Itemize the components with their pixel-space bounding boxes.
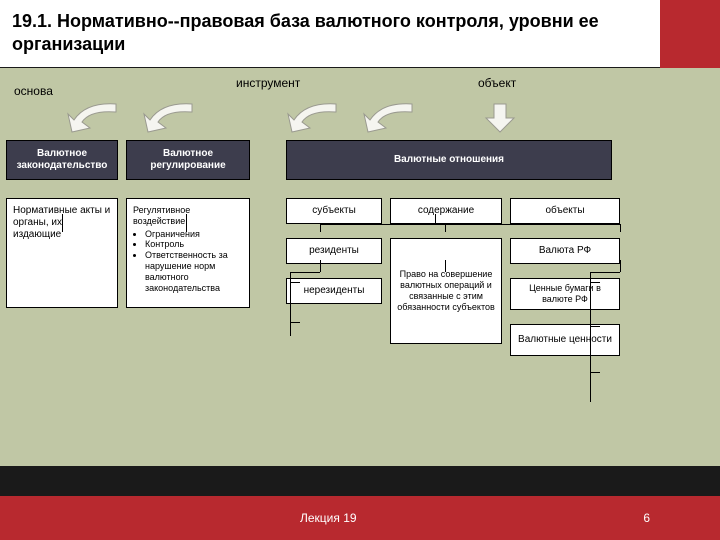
list-item: Контроль (145, 239, 243, 250)
connector (290, 322, 300, 323)
connector (590, 272, 591, 402)
row-details: Нормативные акты и органы, их издающие Р… (6, 198, 714, 356)
arrow-down-icon (482, 102, 518, 134)
accent-block (660, 0, 720, 68)
spacer (258, 140, 278, 180)
arrows-row (6, 102, 714, 140)
impact-list: Ограничения Контроль Ответственность за … (145, 229, 243, 294)
col-subjects: субъекты резиденты нерезиденты (286, 198, 382, 304)
label-osnova: основа (14, 84, 53, 98)
box-objects: объекты (510, 198, 620, 224)
connector (590, 282, 600, 283)
connector (445, 224, 446, 232)
footer-lecture: Лекция 19 (300, 511, 357, 525)
impact-header: Регулятивное воздействие: (133, 205, 243, 227)
box-currency: Валюта РФ (510, 238, 620, 264)
title-bar: 19.1. Нормативно--правовая база валютног… (0, 0, 720, 68)
box-residents: резиденты (286, 238, 382, 264)
list-item: Ответственность за нарушение норм валютн… (145, 250, 243, 293)
connector (320, 224, 321, 232)
connector (320, 260, 321, 272)
col-objects: объекты Валюта РФ Ценные бумаги в валюте… (510, 198, 620, 356)
arrow-curve-icon (286, 102, 346, 134)
connector (435, 214, 436, 224)
diagram-area: основа инструмент объект Валютное законо… (0, 68, 720, 466)
connector (290, 282, 300, 283)
label-instrument: инструмент (236, 76, 300, 90)
box-rights: Право на совершение валютных операций и … (390, 238, 502, 344)
connector (620, 224, 621, 232)
slide: 19.1. Нормативно--правовая база валютног… (0, 0, 720, 540)
box-subjects: субъекты (286, 198, 382, 224)
box-securities: Ценные бумаги в валюте РФ (510, 278, 620, 310)
footer: Лекция 19 6 (0, 496, 720, 540)
arrow-curve-icon (362, 102, 422, 134)
connector (62, 214, 63, 232)
box-relations: Валютные отношения (286, 140, 612, 180)
connector (186, 214, 187, 232)
connector (445, 260, 446, 272)
box-legislation: Валютное законодательство (6, 140, 118, 180)
col-content: содержание Право на совершение валютных … (390, 198, 502, 344)
connector (590, 272, 620, 273)
connector (590, 326, 600, 327)
list-item: Ограничения (145, 229, 243, 240)
box-nonresidents: нерезиденты (286, 278, 382, 304)
footer-page: 6 (643, 511, 650, 525)
box-values: Валютные ценности (510, 324, 620, 356)
connector (590, 372, 600, 373)
box-content: содержание (390, 198, 502, 224)
connector (320, 224, 620, 225)
slide-title: 19.1. Нормативно--правовая база валютног… (0, 0, 660, 67)
arrow-curve-icon (66, 102, 126, 134)
top-labels: основа инструмент объект (6, 76, 714, 102)
row-main: Валютное законодательство Валютное регул… (6, 140, 714, 180)
box-impact: Регулятивное воздействие: Ограничения Ко… (126, 198, 250, 308)
label-obekt: объект (478, 76, 516, 90)
connector (620, 260, 621, 272)
connector (290, 272, 320, 273)
arrow-curve-icon (142, 102, 202, 134)
box-regulation: Валютное регулирование (126, 140, 250, 180)
